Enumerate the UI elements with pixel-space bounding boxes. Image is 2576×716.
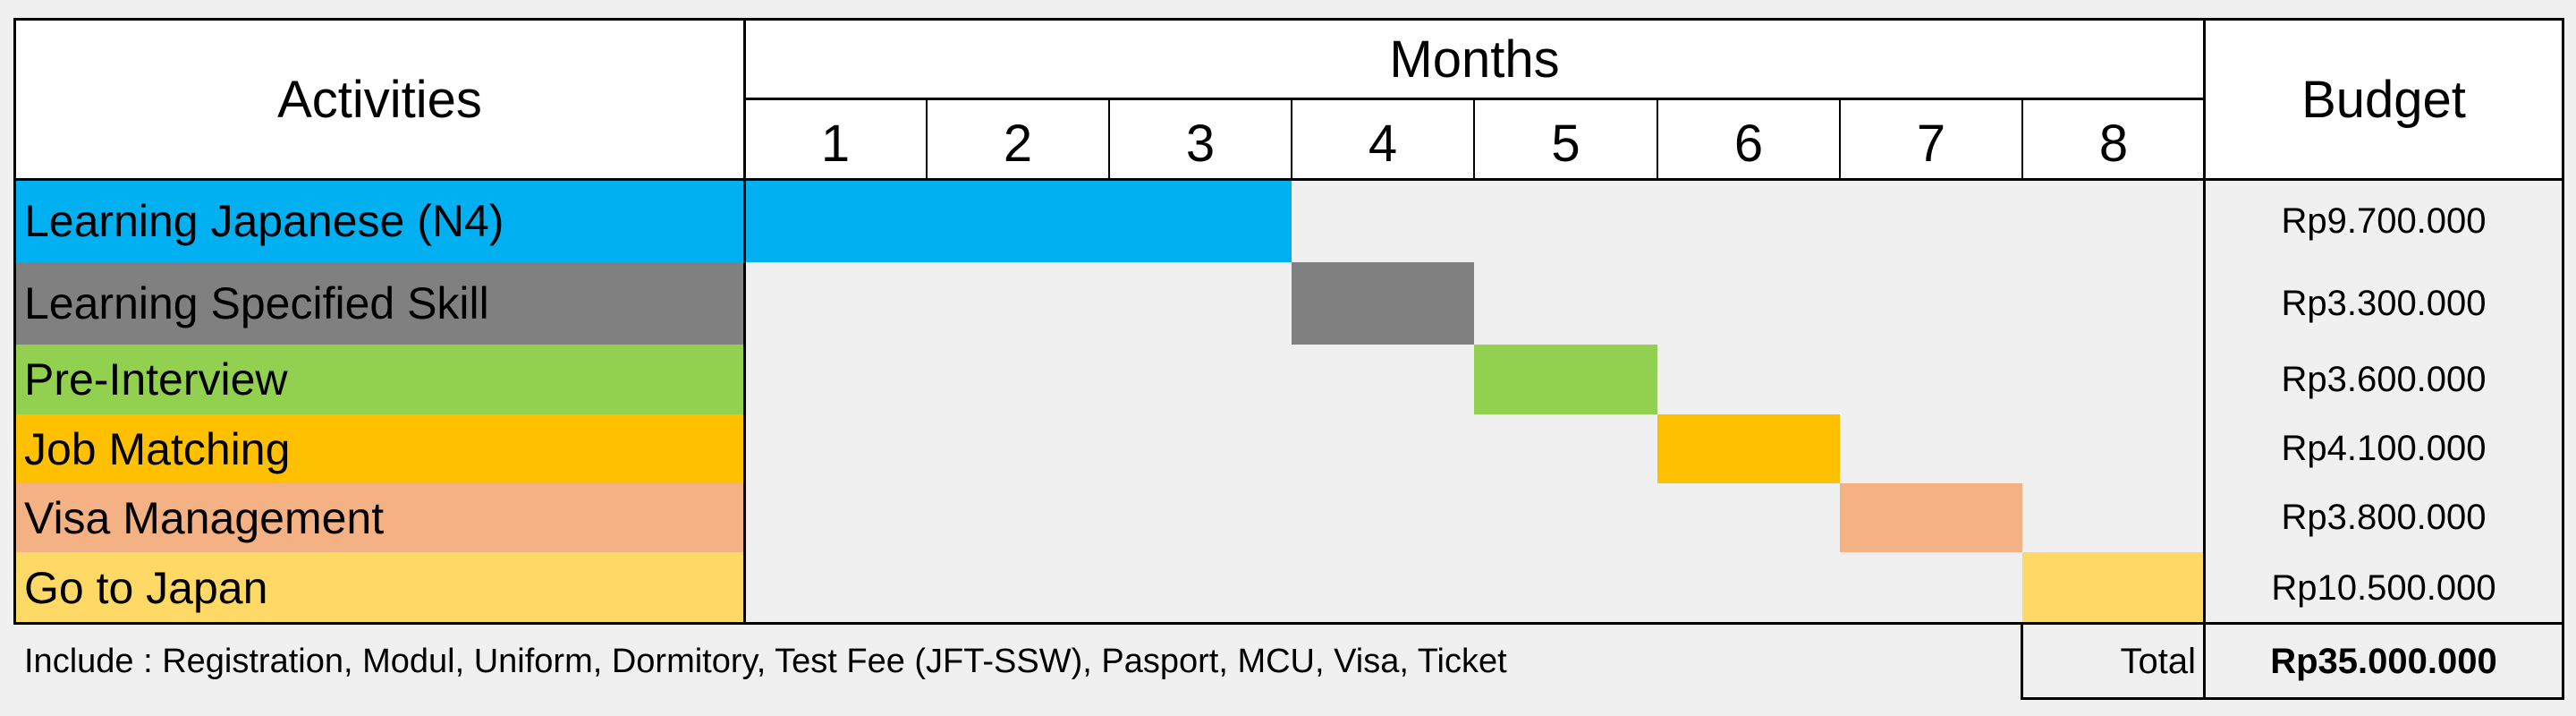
month-number-2: 2 [927,99,1109,180]
grid-line [13,18,16,625]
month-number-label: 8 [2098,114,2129,173]
month-number-label: 1 [820,114,851,173]
budget-label: Rp3.600.000 [2281,359,2487,399]
grid-line [1473,99,1475,180]
activity-row-6: Go to Japan [15,552,744,624]
gantt-bar-4 [1657,414,1840,483]
activity-label: Job Matching [24,423,291,474]
footer-note-text: Include : Registration, Modul, Uniform, … [24,642,1507,680]
activity-row-2: Learning Specified Skill [15,262,744,345]
budget-label: Rp4.100.000 [2281,429,2487,468]
grid-line [1291,99,1292,180]
budget-header: Budget [2205,19,2563,180]
month-number-label: 7 [1916,114,1946,173]
activity-label: Pre-Interview [24,354,288,405]
grid-line [2021,99,2023,180]
budget-value-6: Rp10.500.000 [2205,552,2563,624]
grid-line [744,98,2205,100]
month-number-5: 5 [1474,99,1657,180]
budget-value-4: Rp4.100.000 [2205,414,2563,483]
budget-label: Rp10.500.000 [2271,567,2496,608]
grid-line [1657,99,1658,180]
grid-line [1839,99,1841,180]
budget-value-1: Rp9.700.000 [2205,180,2563,262]
activities-header-label: Activities [277,70,482,129]
gantt-bar-2 [1292,262,1474,345]
month-number-3: 3 [1109,99,1292,180]
grid-line [13,622,2564,625]
activities-header: Activities [15,19,744,180]
grid-line [743,18,746,625]
footer-note: Include : Registration, Modul, Uniform, … [24,624,1507,699]
activity-row-3: Pre-Interview [15,345,744,414]
month-number-4: 4 [1292,99,1474,180]
budget-label: Rp3.300.000 [2281,283,2487,323]
total-label-cell: Total [2022,624,2205,699]
activity-label: Go to Japan [24,563,268,613]
month-number-label: 6 [1733,114,1764,173]
activity-row-5: Visa Management [15,483,744,552]
budget-label: Rp3.800.000 [2281,498,2487,537]
activity-label: Learning Japanese (N4) [24,196,504,246]
month-number-1: 1 [744,99,927,180]
grid-line [2021,697,2564,700]
grid-line [2203,18,2206,700]
month-number-label: 3 [1185,114,1216,173]
gantt-bar-1 [744,180,1292,262]
budget-value-5: Rp3.800.000 [2205,483,2563,552]
budget-header-label: Budget [2301,70,2466,129]
total-value: Rp35.000.000 [2270,641,2497,681]
budget-label: Rp9.700.000 [2281,200,2487,241]
budget-value-3: Rp3.600.000 [2205,345,2563,414]
activity-label: Visa Management [24,492,385,543]
grid-line [13,178,2564,181]
activity-label: Learning Specified Skill [24,278,489,328]
month-number-8: 8 [2022,99,2205,180]
grid-line [13,18,2564,21]
month-number-label: 5 [1551,114,1580,173]
months-header-label: Months [1389,30,1560,89]
months-header: Months [744,19,2205,99]
grid-line [2562,18,2564,700]
budget-value-2: Rp3.300.000 [2205,262,2563,345]
month-number-7: 7 [1840,99,2022,180]
month-number-label: 2 [1003,114,1033,173]
total-value-cell: Rp35.000.000 [2205,624,2563,699]
gantt-bar-5 [1840,483,2022,552]
gantt-bar-3 [1474,345,1657,414]
gantt-bar-6 [2022,552,2205,624]
month-number-label: 4 [1368,114,1398,173]
grid-line [2021,624,2023,700]
activity-row-4: Job Matching [15,414,744,483]
grid-line [1108,99,1110,180]
activity-row-1: Learning Japanese (N4) [15,180,744,262]
grid-line [926,99,928,180]
month-number-6: 6 [1657,99,1840,180]
total-label: Total [2120,641,2197,681]
